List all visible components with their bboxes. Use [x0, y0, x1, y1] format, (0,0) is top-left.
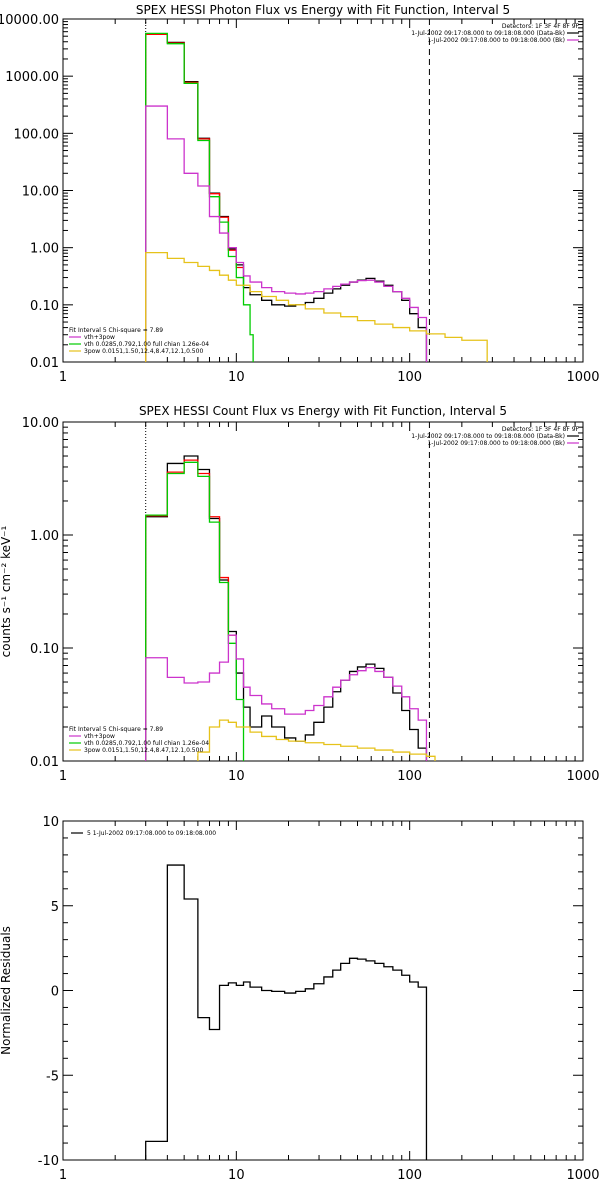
residuals-legend-text: 5 1-Jul-2002 09:17:08.000 to 09:18:08.00… [87, 830, 216, 837]
residuals-y-tick-label: 0 [51, 985, 59, 1000]
count-flux-info-line: 1-Jul-2002 09:17:08.000 to 09:18:08.000 … [411, 433, 565, 440]
residuals-y-tick-label: 10 [42, 815, 59, 830]
count-flux-series-2 [145, 461, 245, 761]
count-flux-series-3 [145, 634, 428, 761]
residuals-x-tick-label: 1 [59, 1168, 67, 1183]
photon-flux-y-tick-label: 100.00 [14, 127, 60, 142]
photon-flux-y-tick-label: 1.00 [30, 242, 59, 257]
count-flux-fit-line: vth+3pow [84, 733, 115, 740]
count-flux-y-axis-label: counts s⁻¹ cm⁻² keV⁻¹ [0, 525, 13, 657]
count-flux-x-tick-label: 10 [228, 769, 245, 784]
residuals-plot-frame [62, 820, 584, 1161]
photon-flux-fit-line: vth 0.0285,0.792,1.00 full chian 1.26e-0… [84, 341, 209, 348]
photon-flux-plot-frame [62, 18, 584, 363]
count-flux-info-line: Detectors: 1F 3F 4F 8F 9F [502, 426, 580, 433]
photon-flux-x-tick-label: 1 [59, 370, 67, 385]
photon-flux-fit-line: Fit Interval 5 Chi-square = 7.89 [69, 327, 163, 334]
photon-flux-x-tick-label: 1000 [566, 370, 599, 385]
residuals-series-0 [145, 864, 428, 1160]
photon-flux-fit-line: vth+3pow [84, 334, 115, 341]
photon-flux-series-2 [145, 32, 254, 362]
count-flux-fit-line: 3pow 0.0151,1.50,12.4,8.47,12.1,0.500 [84, 747, 203, 754]
count-flux-y-tick-label: 1.00 [30, 529, 59, 544]
photon-flux-series-4 [145, 251, 488, 362]
count-flux-series-0 [145, 455, 428, 761]
photon-flux-info-line: 1-Jul-2002 09:17:08.000 to 09:18:08.000 … [411, 30, 565, 37]
residuals-y-tick-label: -10 [38, 1154, 59, 1169]
photon-flux-info-line: Detectors: 1F 3F 4F 8F 9F [502, 23, 580, 30]
count-flux-fit-line: vth 0.0285,0.792,1.00 full chian 1.26e-0… [84, 740, 209, 747]
count-flux-y-tick-label: 10.00 [22, 416, 59, 431]
count-flux-series-4 [197, 719, 436, 761]
count-flux-plot-frame [62, 421, 584, 762]
count-flux-fit-line: Fit Interval 5 Chi-square = 7.89 [69, 726, 163, 733]
count-flux-y-tick-label: 0.10 [30, 642, 59, 657]
residuals-y-tick-label: 5 [51, 900, 59, 915]
photon-flux-y-tick-label: 0.01 [30, 356, 59, 371]
residuals-x-tick-label: 100 [397, 1168, 422, 1183]
photon-flux-series-3 [145, 105, 428, 362]
photon-flux-info-line: 1-Jul-2002 09:17:08.000 to 09:18:08.000 … [427, 37, 565, 44]
photon-flux-y-tick-label: 0.10 [30, 299, 59, 314]
count-flux-y-tick-label: 0.01 [30, 755, 59, 770]
residuals-y-tick-label: -5 [46, 1069, 59, 1084]
photon-flux-fit-line: 3pow 0.0151,1.50,12.4,8.47,12.1,0.500 [84, 348, 203, 355]
count-flux-title: SPEX HESSI Count Flux vs Energy with Fit… [139, 404, 507, 418]
count-flux-x-tick-label: 1000 [566, 769, 599, 784]
count-flux-x-tick-label: 100 [397, 769, 422, 784]
photon-flux-y-tick-label: 1000.00 [5, 70, 59, 85]
residuals-x-tick-label: 10 [228, 1168, 245, 1183]
count-flux-info-line: 1-Jul-2002 09:17:08.000 to 09:18:08.000 … [427, 440, 565, 447]
photon-flux-y-tick-label: 10000.00 [0, 13, 59, 28]
photon-flux-title: SPEX HESSI Photon Flux vs Energy with Fi… [136, 3, 510, 17]
photon-flux-x-tick-label: 10 [228, 370, 245, 385]
residuals-x-tick-label: 1000 [566, 1168, 599, 1183]
count-flux-x-tick-label: 1 [59, 769, 67, 784]
photon-flux-x-tick-label: 100 [397, 370, 422, 385]
photon-flux-y-tick-label: 10.00 [22, 185, 59, 200]
count-flux-series-1 [145, 459, 237, 761]
residuals-y-axis-label: Normalized Residuals [0, 926, 13, 1055]
